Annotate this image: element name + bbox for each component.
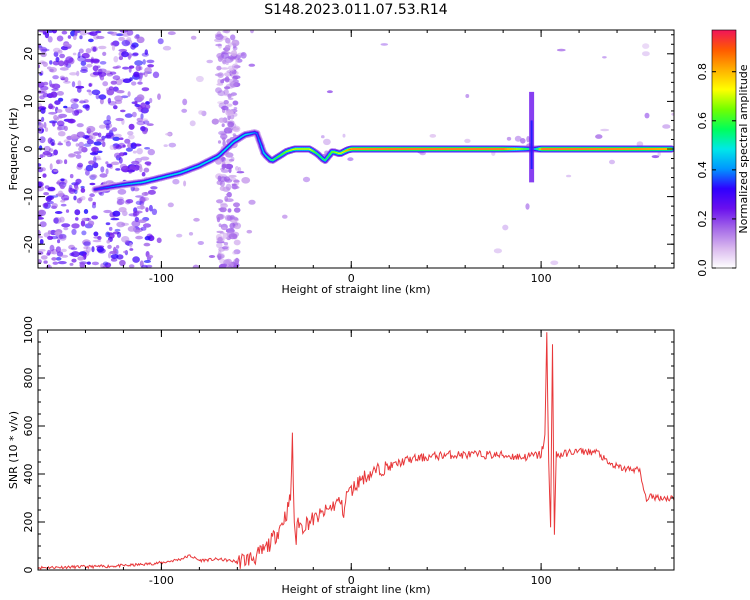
colorbar-tick-label: 0.0 (696, 259, 709, 277)
colorbar-ticks: 0.0 0.2 0.4 0.6 0.8 (696, 63, 736, 277)
colorbar-frame (711, 29, 737, 269)
y-tick-label: 1000 (22, 316, 35, 344)
y-tick-label: 200 (22, 512, 35, 533)
spectrogram-ridge (91, 91, 674, 193)
y-tick-label: -10 (22, 188, 35, 206)
x-tick-label: 0 (348, 574, 355, 587)
figure-title: S148.2023.011.07.53.R14 (264, 2, 447, 18)
x-tick-label: -100 (149, 574, 174, 587)
x-tick-label: -100 (149, 272, 174, 285)
colorbar-tick-label: 0.6 (696, 112, 709, 130)
snr-series-line (38, 332, 674, 570)
colorbar-label: Normalized spectral amplitude (737, 64, 750, 233)
y-tick-label: 0 (22, 146, 35, 153)
snr-x-axis-label: Height of straight line (km) (281, 583, 430, 596)
colorbar-tick-label: 0.8 (696, 63, 709, 81)
spectrogram-y-axis-label: Frequency (Hz) (7, 108, 20, 191)
x-tick-label: 0 (348, 272, 355, 285)
y-tick-label: 800 (22, 368, 35, 389)
spectrogram-x-axis-label: Height of straight line (km) (281, 283, 430, 296)
y-tick-label: 10 (22, 94, 35, 108)
y-tick-label: 400 (22, 464, 35, 485)
y-tick-label: 0 (22, 567, 35, 574)
y-tick-label: 600 (22, 416, 35, 437)
colorbar-tick-label: 0.4 (696, 161, 709, 179)
colorbar-tick-label: 0.2 (696, 210, 709, 228)
y-tick-label: 20 (22, 47, 35, 61)
colorbar-gradient (712, 30, 736, 268)
y-tick-label: -20 (22, 235, 35, 253)
spectrogram-noise (38, 30, 674, 268)
x-tick-label: 100 (531, 574, 552, 587)
snr-plot-area (38, 330, 674, 570)
colorbar: 0.0 0.2 0.4 0.6 0.8 Normalized spectral ampl… (696, 29, 750, 277)
snr-y-axis-label: SNR (10 * v/v) (7, 411, 20, 489)
x-tick-label: 100 (531, 272, 552, 285)
